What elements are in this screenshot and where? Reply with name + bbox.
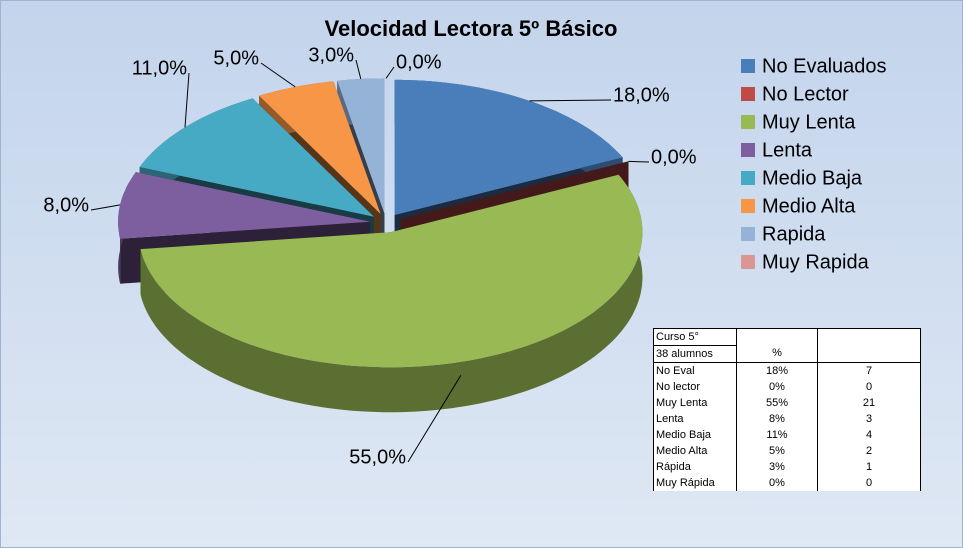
table-cell: Medio Baja — [653, 427, 737, 443]
legend-swatch — [741, 171, 755, 185]
table-cell: 2 — [817, 443, 921, 459]
table-row: No Eval 18% 7 — [653, 362, 921, 379]
leader-line — [385, 66, 395, 79]
table-cell: No Eval — [653, 362, 737, 379]
table-cell: No lector — [653, 379, 737, 395]
table-cell: 5% — [736, 443, 818, 459]
slice-wall — [140, 174, 643, 413]
legend-swatch — [741, 87, 755, 101]
pie-slice — [394, 79, 623, 215]
table-row: Medio Alta 5% 2 — [653, 443, 921, 459]
table-row: Muy Lenta 55% 21 — [653, 395, 921, 411]
table-row: No lector 0% 0 — [653, 379, 921, 395]
table-cell: Curso 5° — [653, 328, 737, 346]
table-cell: Medio Alta — [653, 443, 737, 459]
table-cell — [817, 328, 921, 346]
pie-slice — [118, 172, 371, 239]
data-label: 18,0% — [613, 84, 670, 106]
legend-label: Lenta — [762, 139, 813, 161]
leader-line — [529, 99, 612, 102]
table-cell: 8% — [736, 411, 818, 427]
pie-slice — [259, 81, 381, 215]
legend-label: Rapida — [762, 223, 826, 245]
table-cell: 3 — [817, 411, 921, 427]
table-cell: 7 — [817, 362, 921, 379]
table-cell: 0% — [736, 379, 818, 395]
legend-swatch — [741, 115, 755, 129]
pie-slice — [140, 174, 643, 368]
leader-line — [355, 59, 362, 80]
table-cell: 18% — [736, 362, 818, 379]
table-body: Curso 5° 38 alumnos % No Eval 18% 7 No lect… — [653, 328, 921, 491]
leader-line — [260, 62, 296, 88]
table-row: Muy Rápida 0% 0 — [653, 475, 921, 491]
data-label: 55,0% — [349, 446, 406, 468]
table-row: Lenta 8% 3 — [653, 411, 921, 427]
data-label: 11,0% — [132, 57, 187, 79]
table-cell: 0% — [736, 475, 818, 491]
chart-title: Velocidad Lectora 5º Básico — [325, 16, 618, 41]
legend-label: Muy Rapida — [762, 251, 870, 273]
table-cell: Muy Lenta — [653, 395, 737, 411]
table-cell: 4 — [817, 427, 921, 443]
legend-swatch — [741, 199, 755, 213]
legend-label: No Lector — [762, 83, 849, 105]
data-label: 0,0% — [651, 146, 697, 168]
table-cell: Muy Rápida — [653, 475, 737, 491]
table-cell: Lenta — [653, 411, 737, 427]
pie-slice — [139, 98, 374, 217]
legend-swatch — [741, 59, 755, 73]
data-table: Curso 5° 38 alumnos % No Eval 18% 7 No lect… — [653, 328, 921, 491]
legend-label: No Evaluados — [762, 55, 887, 77]
table-cell — [817, 345, 921, 363]
legend-swatch — [741, 227, 755, 241]
legend-swatch — [741, 143, 755, 157]
table-cell: 21 — [817, 395, 921, 411]
leader-line — [407, 375, 462, 463]
legend-label: Medio Alta — [762, 195, 856, 217]
table-cell: 1 — [817, 459, 921, 475]
pie-slice — [337, 78, 385, 214]
table-header-row: Curso 5° — [653, 328, 921, 346]
table-header-row: 38 alumnos % — [653, 345, 921, 363]
data-label: 5,0% — [213, 47, 259, 69]
legend-label: Medio Baja — [762, 167, 863, 189]
table-cell: Rápida — [653, 459, 737, 475]
legend-swatch — [741, 255, 755, 269]
table-cell: 11% — [736, 427, 818, 443]
leader-line — [90, 204, 121, 211]
table-cell: % — [736, 345, 818, 363]
data-label: 3,0% — [308, 44, 354, 66]
table-cell: 0 — [817, 475, 921, 491]
table-cell: 3% — [736, 459, 818, 475]
leader-line — [628, 160, 650, 163]
data-label: 0,0% — [396, 51, 442, 73]
data-label: 8,0% — [43, 194, 89, 216]
table-cell: 0 — [817, 379, 921, 395]
table-cell: 55% — [736, 395, 818, 411]
table-row: Medio Baja 11% 4 — [653, 427, 921, 443]
table-cell — [736, 328, 818, 346]
legend-label: Muy Lenta — [762, 111, 856, 133]
table-row: Rápida 3% 1 — [653, 459, 921, 475]
leader-line — [184, 72, 190, 128]
table-cell: 38 alumnos — [653, 345, 737, 363]
